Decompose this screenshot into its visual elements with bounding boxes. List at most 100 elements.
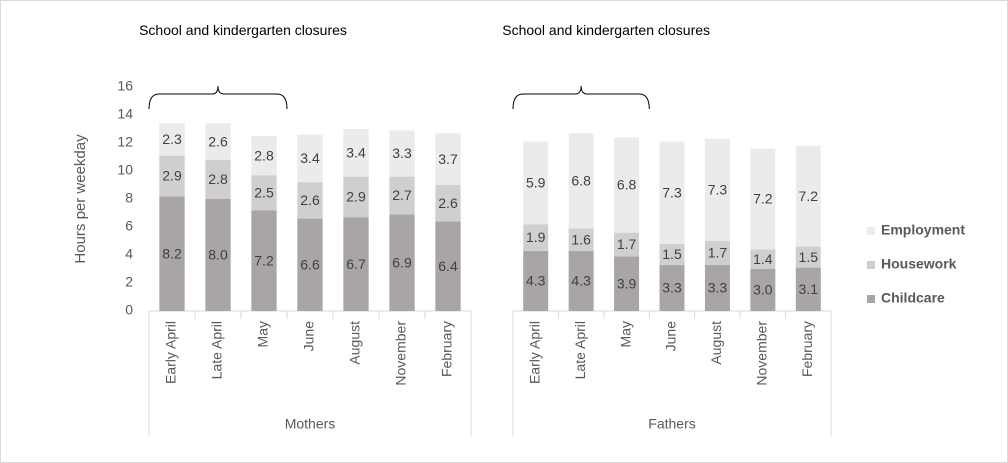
bar-segment: [750, 269, 776, 311]
value-label: 2.8: [254, 147, 274, 163]
value-label: 2.8: [208, 171, 228, 187]
value-label: 2.6: [208, 133, 228, 149]
value-label: 7.2: [254, 252, 274, 268]
x-tick-label: November: [393, 321, 409, 386]
bar-segment: [343, 217, 369, 311]
value-label: 1.4: [753, 251, 773, 267]
value-label: 3.3: [708, 280, 728, 296]
bar-segment: [159, 155, 185, 197]
bar-segment: [251, 175, 277, 211]
legend-label: Housework: [881, 256, 957, 272]
y-tick-label: 0: [125, 302, 133, 318]
bar-segment: [297, 182, 323, 219]
bar-segment: [389, 176, 415, 215]
value-label: 3.3: [392, 145, 412, 161]
y-tick-label: 2: [125, 274, 133, 290]
value-label: 2.9: [162, 168, 182, 184]
bar-segment: [297, 134, 323, 183]
bar-segment: [159, 196, 185, 311]
value-label: 6.7: [346, 256, 366, 272]
legend-swatch: [867, 295, 875, 303]
y-tick-label: 10: [117, 162, 133, 178]
y-tick-label: 16: [117, 78, 133, 94]
value-label: 2.7: [392, 187, 412, 203]
value-label: 3.3: [662, 280, 682, 296]
value-label: 3.4: [346, 145, 366, 161]
bar-segment: [523, 250, 549, 311]
legend-label: Childcare: [881, 290, 945, 306]
x-tick-label: August: [708, 321, 724, 365]
value-label: 7.3: [662, 184, 682, 200]
bar-segment: [297, 218, 323, 311]
value-label: 1.5: [799, 249, 819, 265]
y-tick-label: 4: [125, 246, 133, 262]
value-label: 2.6: [300, 192, 320, 208]
annotation: School and kindergarten closures: [502, 22, 711, 38]
y-tick-label: 14: [117, 106, 133, 122]
value-label: 6.9: [392, 254, 412, 270]
value-label: 1.7: [617, 236, 637, 252]
bar-segment: [659, 264, 685, 311]
x-tick-label: November: [754, 321, 770, 386]
bar-segment: [750, 148, 776, 250]
bar-segment: [205, 123, 231, 160]
value-label: 2.5: [254, 184, 274, 200]
value-label: 6.4: [438, 258, 458, 274]
x-tick-label: June: [301, 321, 317, 352]
y-tick-label: 8: [125, 190, 133, 206]
value-label: 7.3: [708, 182, 728, 198]
annotation-box: School and kindergarten closures: [139, 22, 347, 38]
value-label: 6.8: [617, 177, 637, 193]
bar-segment: [389, 214, 415, 311]
brace: [512, 85, 650, 110]
bar-segment: [435, 221, 461, 311]
bar-segment: [251, 210, 277, 311]
bar-segment: [704, 241, 730, 265]
bar-segment: [343, 129, 369, 177]
bar-segment: [523, 224, 549, 251]
y-tick-label: 6: [125, 218, 133, 234]
value-label: 6.6: [300, 257, 320, 273]
legend-label: Employment: [881, 222, 965, 238]
bar-segment: [750, 249, 776, 269]
bar-segment: [389, 130, 415, 177]
x-tick-label: Early April: [163, 321, 179, 384]
bar-segment: [659, 141, 685, 244]
bar-segment: [795, 246, 821, 268]
value-label: 1.7: [708, 245, 728, 261]
bar-segment: [205, 199, 231, 311]
bar-segment: [435, 185, 461, 222]
group-label: Fathers: [648, 416, 695, 432]
value-label: 2.3: [162, 131, 182, 147]
legend-swatch: [867, 227, 875, 235]
bar-segment: [795, 145, 821, 247]
value-label: 7.2: [799, 188, 819, 204]
x-tick-label: Early April: [526, 321, 542, 384]
x-tick-label: Late April: [209, 321, 225, 379]
x-tick-label: August: [347, 321, 363, 365]
value-label: 3.4: [300, 150, 320, 166]
value-label: 4.3: [571, 273, 591, 289]
value-label: 3.9: [617, 275, 637, 291]
value-label: 4.3: [526, 273, 546, 289]
bar-segment: [568, 228, 594, 251]
value-label: 3.7: [438, 151, 458, 167]
value-label: 2.9: [346, 189, 366, 205]
x-tick-label: May: [617, 321, 633, 347]
bar-segment: [251, 136, 277, 176]
bar-segment: [704, 138, 730, 241]
value-label: 8.2: [162, 245, 182, 261]
value-label: 7.2: [753, 191, 773, 207]
annotation: School and kindergarten closures: [139, 22, 347, 38]
x-tick-label: February: [439, 321, 455, 377]
bar-segment: [523, 141, 549, 225]
value-label: 1.6: [571, 231, 591, 247]
x-tick-label: February: [799, 321, 815, 377]
bar-segment: [435, 133, 461, 185]
value-label: 8.0: [208, 247, 228, 263]
bar-segment: [343, 176, 369, 218]
bar-segment: [568, 250, 594, 311]
x-tick-label: Late April: [572, 321, 588, 379]
